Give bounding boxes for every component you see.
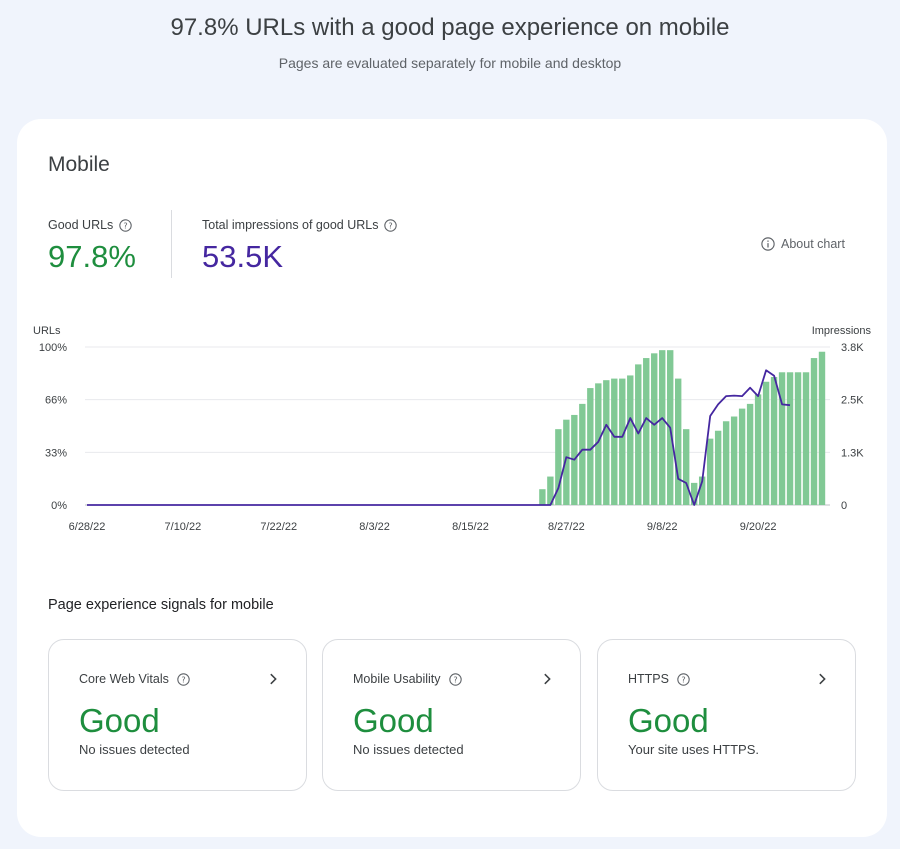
y2-tick-label: 3.8K: [841, 342, 864, 354]
help-circle-icon[interactable]: ?: [119, 218, 133, 232]
signals-title: Page experience signals for mobile: [48, 597, 274, 613]
bar: [746, 403, 754, 505]
y2-tick-label: 1.3K: [841, 447, 864, 459]
y2-tick-label: 0: [841, 500, 847, 512]
x-tick-label: 9/8/22: [647, 521, 678, 533]
mobile-card: Mobile Good URLs ? 97.8% Total impressio…: [17, 119, 887, 837]
bar: [714, 430, 722, 505]
card-title: Mobile: [48, 153, 110, 176]
bar: [587, 388, 594, 505]
good-urls-value: 97.8%: [48, 239, 136, 274]
signal-label: HTTPS: [628, 672, 669, 686]
bar: [555, 429, 562, 505]
help-circle-icon[interactable]: ?: [384, 218, 398, 232]
metric-divider: [171, 210, 172, 278]
impressions-metric: Total impressions of good URLs ? 53.5K: [202, 218, 398, 275]
bar: [706, 438, 714, 505]
bar: [722, 421, 730, 505]
signal-description: No issues detected: [353, 742, 464, 757]
good-urls-metric: Good URLs ? 97.8%: [48, 218, 136, 275]
bar: [730, 416, 738, 505]
x-tick-label: 6/28/22: [69, 521, 106, 533]
svg-text:?: ?: [453, 674, 457, 684]
impressions-label: Total impressions of good URLs: [202, 218, 379, 232]
svg-text:?: ?: [181, 674, 185, 684]
chevron-right-icon: [270, 673, 277, 685]
info-icon: [761, 237, 775, 251]
bar: [682, 429, 690, 505]
page-title: 97.8% URLs with a good page experience o…: [170, 14, 730, 41]
bar: [619, 378, 626, 505]
impressions-line: [87, 369, 791, 506]
y2-axis-label: Impressions: [812, 325, 872, 337]
x-tick-label: 8/27/22: [548, 521, 585, 533]
bar: [547, 476, 554, 505]
y-tick-label: 66%: [45, 395, 67, 407]
y-tick-label: 33%: [45, 447, 67, 459]
signal-status: Good: [628, 702, 709, 739]
bar: [770, 377, 778, 505]
y-axis-label: URLs: [33, 325, 61, 337]
help-circle-icon[interactable]: ?: [448, 672, 462, 686]
x-tick-label: 9/20/22: [740, 521, 777, 533]
good-urls-label: Good URLs: [48, 218, 114, 232]
bar: [659, 350, 666, 505]
bar: [794, 372, 802, 505]
chevron-right-icon: [544, 673, 551, 685]
signal-status: Good: [79, 702, 160, 739]
y-tick-label: 0%: [51, 500, 67, 512]
page-subtitle: Pages are evaluated separately for mobil…: [278, 55, 622, 71]
x-tick-label: 7/10/22: [165, 521, 202, 533]
signal-status: Good: [353, 702, 434, 739]
bar: [818, 351, 826, 505]
x-tick-label: 7/22/22: [260, 521, 297, 533]
signal-label: Mobile Usability: [353, 672, 441, 686]
svg-text:?: ?: [389, 220, 393, 230]
bar: [627, 375, 634, 505]
impressions-value: 53.5K: [202, 239, 284, 274]
chevron-right-icon: [819, 673, 826, 685]
svg-text:?: ?: [124, 220, 128, 230]
about-chart-label: About chart: [781, 237, 845, 251]
bar: [651, 353, 658, 505]
svg-text:?: ?: [681, 674, 685, 684]
bar: [603, 380, 610, 505]
signal-card-core-web-vitals[interactable]: Core Web Vitals ? Good No issues detecte…: [48, 639, 307, 791]
signal-description: Your site uses HTTPS.: [628, 742, 760, 757]
bar: [762, 381, 770, 505]
bar: [778, 372, 786, 505]
signal-description: No issues detected: [79, 742, 190, 757]
bar: [810, 358, 818, 505]
x-tick-label: 8/15/22: [452, 521, 489, 533]
x-tick-label: 8/3/22: [359, 521, 390, 533]
y-tick-label: 100%: [39, 342, 67, 354]
urls-impressions-chart: 100% 3.8K 66% 2.5K 33% 1.3K 0% 0 URLs Impressions…: [33, 325, 872, 533]
bar: [698, 476, 706, 505]
bar: [643, 358, 650, 505]
bar: [802, 372, 810, 505]
bar: [786, 372, 794, 505]
about-chart-link[interactable]: About chart: [761, 237, 845, 251]
signal-label: Core Web Vitals: [79, 672, 169, 686]
y2-tick-label: 2.5K: [841, 395, 864, 407]
bar: [539, 489, 546, 505]
bar: [563, 419, 570, 505]
help-circle-icon[interactable]: ?: [677, 672, 690, 686]
bar: [675, 378, 682, 505]
bar: [754, 394, 762, 505]
bar: [635, 364, 642, 505]
signal-card-https[interactable]: HTTPS ? Good Your site uses HTTPS.: [597, 639, 856, 791]
bar: [738, 408, 746, 505]
help-circle-icon[interactable]: ?: [177, 672, 190, 686]
bar: [579, 403, 586, 505]
bar: [595, 383, 602, 505]
signal-card-mobile-usability[interactable]: Mobile Usability ? Good No issues detect…: [322, 639, 581, 791]
bar: [611, 378, 618, 505]
bar: [690, 482, 698, 505]
